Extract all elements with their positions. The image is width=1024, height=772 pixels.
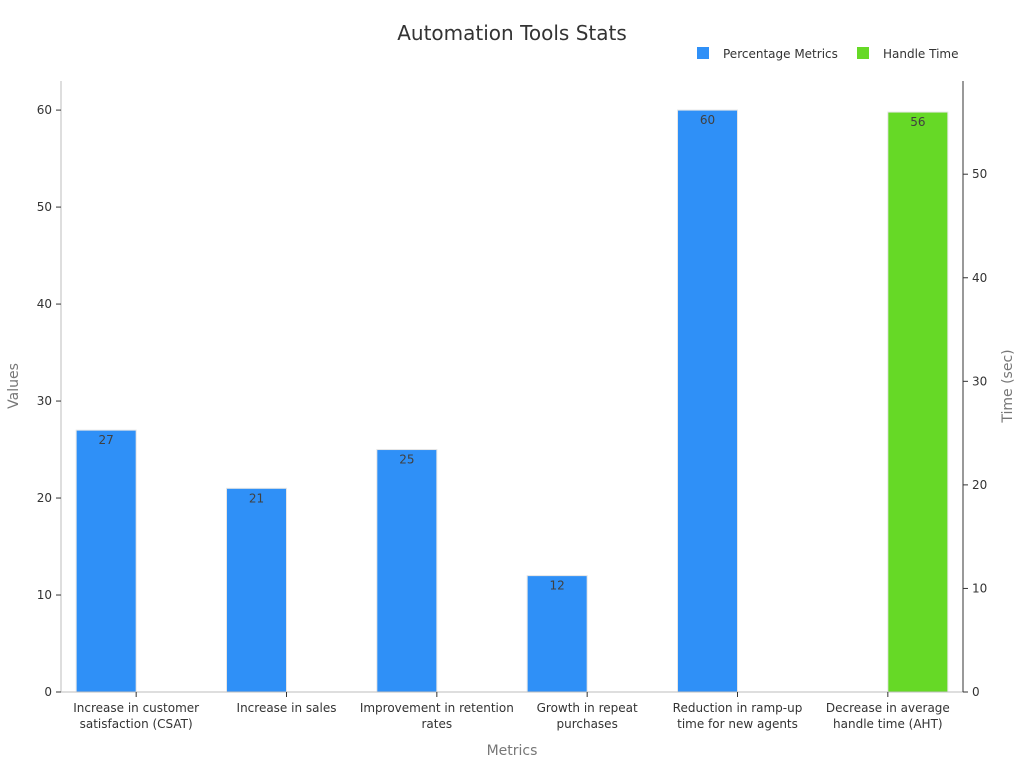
bar-data-label: 21 [249,491,264,505]
y-tick-label: 20 [37,491,52,505]
y-axis-title: Values [6,363,22,409]
y-tick-label: 40 [37,297,52,311]
legend-label: Percentage Metrics [723,47,838,61]
bar-data-label: 25 [399,453,414,467]
y2-tick-label: 50 [972,167,987,181]
y2-tick-label: 30 [972,374,987,388]
x-category-label: Increase in sales [237,701,337,715]
x-axis-title: Metrics [487,743,538,759]
x-category-label: Decrease in average handle time (AHT) [826,701,950,731]
y-tick-label: 50 [37,200,52,214]
y2-tick-label: 10 [972,581,987,595]
bar-percentage-metrics [677,109,738,693]
bar-percentage-metrics [376,449,438,693]
y2-tick-label: 0 [972,685,980,699]
legend-label: Handle Time [883,47,959,61]
legend: Percentage Metrics Handle Time [697,47,959,61]
y-tick-label: 0 [44,685,52,699]
y2-axis-title: Time (sec) [1000,349,1016,423]
x-category-label: Improvement in retention rates [360,701,514,731]
legend-swatch [697,47,709,59]
bar-data-label: 56 [910,115,925,129]
x-category-label: Increase in customer satisfaction (CSAT) [73,701,199,731]
y-tick-label: 30 [37,394,52,408]
legend-swatch [857,47,869,59]
bar-data-label: 60 [700,113,715,127]
bar-percentage-metrics [226,487,287,693]
y2-tick-label: 20 [972,478,987,492]
y-tick-label: 10 [37,588,52,602]
y-tick-label: 60 [37,103,52,117]
x-category-label: Growth in repeat purchases [537,701,638,731]
bar-data-label: 27 [99,433,114,447]
bar-percentage-metrics [526,575,588,693]
bar-percentage-metrics [75,429,137,693]
bar-data-label: 12 [550,579,565,593]
x-category-label: Reduction in ramp-up time for new agents [673,701,803,731]
y2-tick-label: 40 [972,271,987,285]
chart-title: Automation Tools Stats [397,21,627,45]
bar-handle-time [887,111,949,693]
